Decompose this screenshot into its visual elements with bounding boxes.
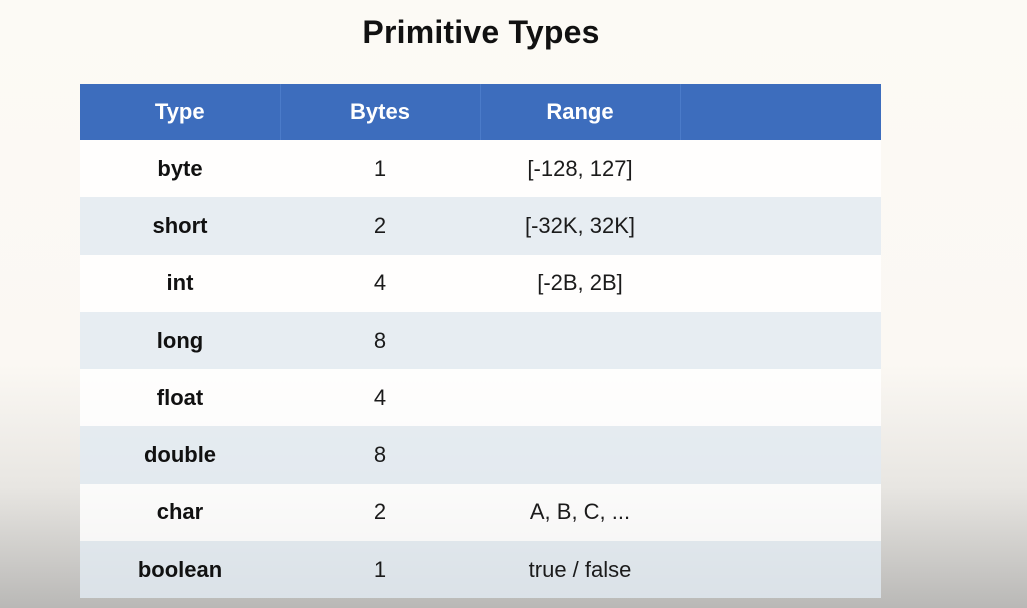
header-type: Type (80, 84, 281, 140)
bytes-cell: 2 (373, 499, 387, 525)
range-cell (480, 312, 680, 369)
table-row: int 4 [-2B, 2B] (80, 254, 881, 312)
range-cell (480, 426, 680, 483)
primitive-types-table: Type Bytes Range byte 1 [-128, 127] shor… (80, 84, 881, 599)
empty-cell (680, 255, 881, 312)
empty-cell (680, 140, 881, 197)
type-cell: double (143, 442, 217, 468)
range-cell (480, 369, 680, 426)
range-cell: [-128, 127] (527, 155, 633, 181)
bytes-cell: 4 (373, 270, 387, 296)
table-row: float 4 (80, 369, 881, 427)
page-title: Primitive Types (362, 14, 600, 50)
empty-cell (680, 426, 881, 483)
bytes-cell: 2 (373, 212, 387, 238)
type-cell: char (156, 499, 204, 525)
bytes-cell: 1 (373, 155, 387, 181)
table-row: boolean 1 true / false (80, 541, 881, 599)
range-cell: [-2B, 2B] (537, 270, 623, 296)
header-empty (680, 84, 881, 140)
type-cell: int (166, 270, 194, 296)
bytes-cell: 8 (373, 327, 387, 353)
header-range: Range (480, 84, 681, 140)
bytes-cell: 4 (373, 384, 387, 410)
primitive-types-table-container: Type Bytes Range byte 1 [-128, 127] shor… (80, 84, 881, 599)
table-row: double 8 (80, 426, 881, 484)
table-row: byte 1 [-128, 127] (80, 140, 881, 198)
table-row: long 8 (80, 311, 881, 370)
type-cell: boolean (137, 556, 223, 582)
empty-cell (680, 197, 881, 254)
table-row: short 2 [-32K, 32K] (80, 197, 881, 255)
range-cell: [-32K, 32K] (524, 212, 636, 238)
table-header-row: Type Bytes Range (80, 84, 881, 140)
type-cell: short (152, 212, 208, 238)
empty-cell (680, 541, 881, 598)
empty-cell (680, 369, 881, 426)
bytes-cell: 8 (373, 442, 387, 468)
type-cell: byte (157, 155, 203, 181)
bytes-cell: 1 (373, 556, 387, 582)
table-row: char 2 A, B, C, ... (80, 483, 881, 542)
range-cell: A, B, C, ... (529, 499, 631, 525)
empty-cell (680, 484, 881, 541)
type-cell: float (156, 384, 204, 410)
empty-cell (680, 312, 881, 369)
range-cell: true / false (528, 556, 632, 582)
type-cell: long (156, 327, 204, 353)
header-bytes: Bytes (280, 84, 481, 140)
